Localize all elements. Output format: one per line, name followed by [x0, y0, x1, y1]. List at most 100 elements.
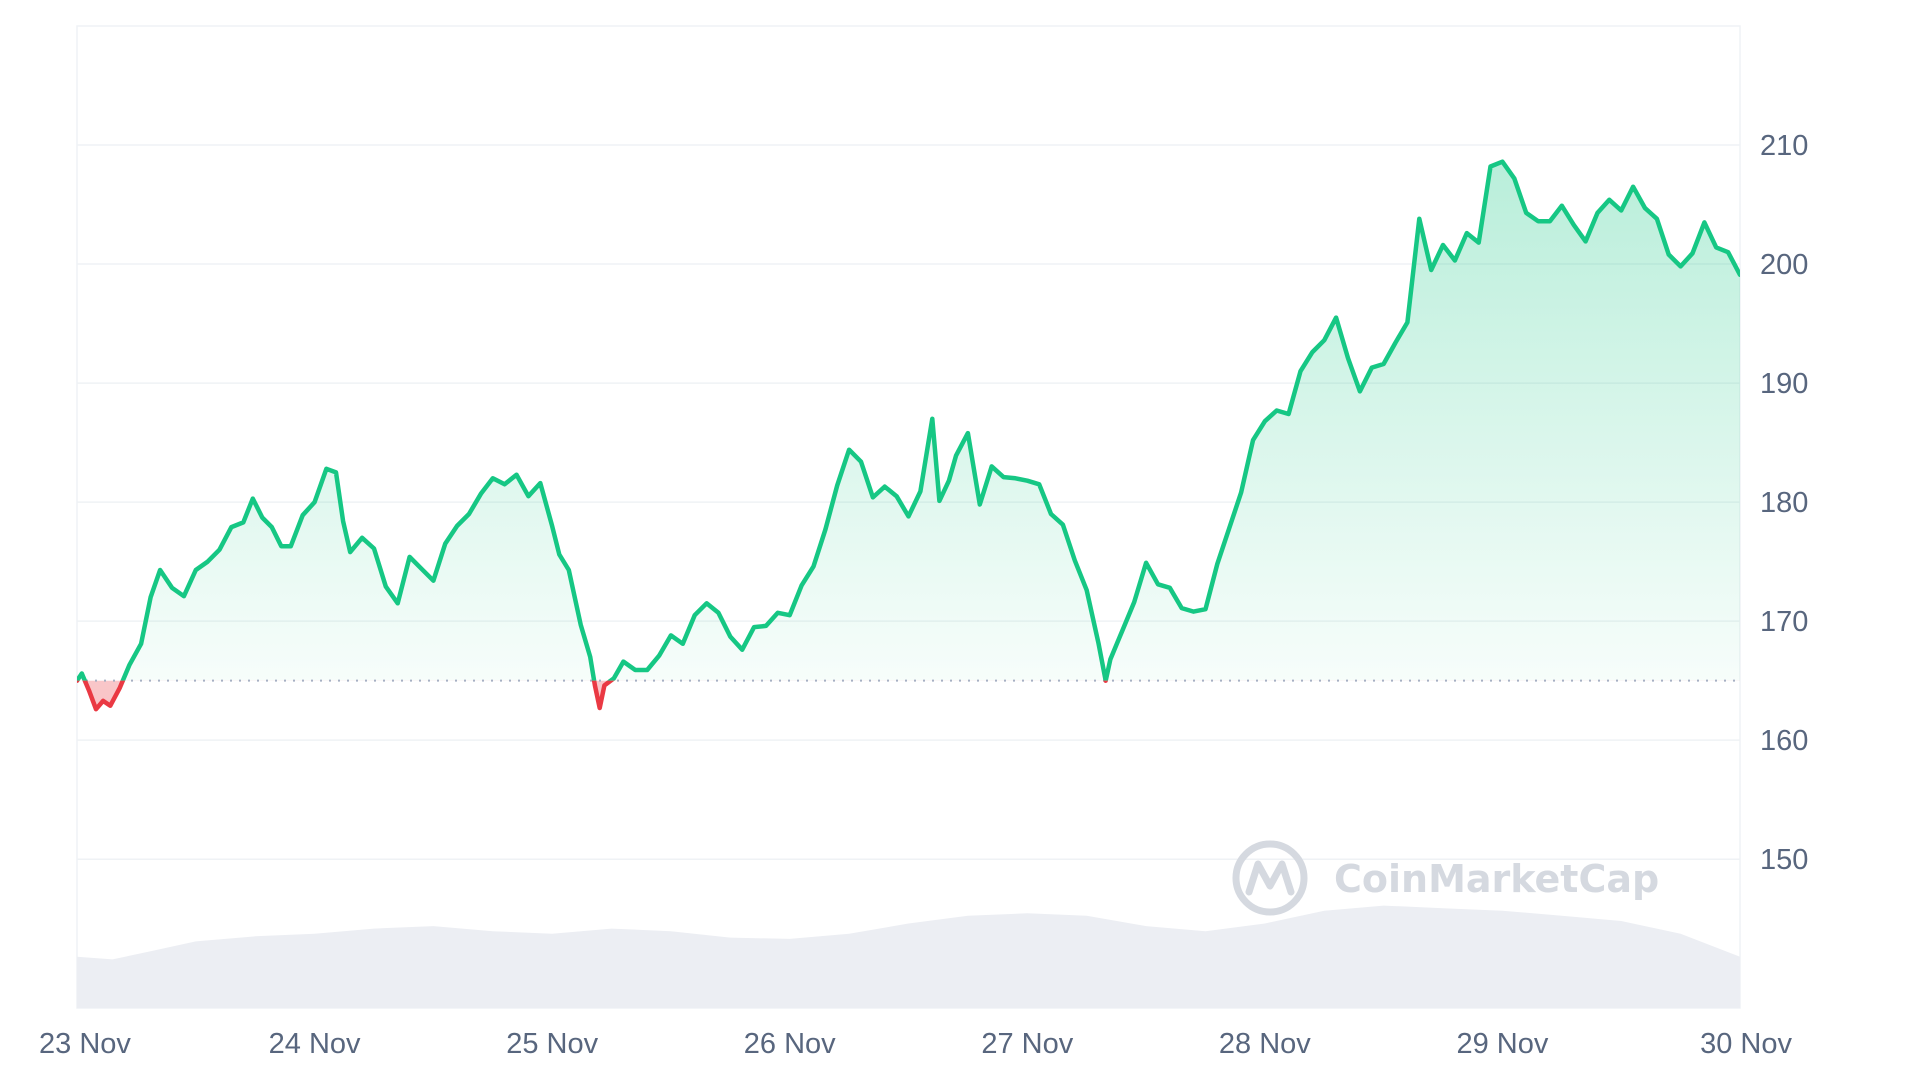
price-point[interactable]: [1012, 475, 1018, 481]
price-point[interactable]: [1048, 511, 1054, 517]
price-point[interactable]: [1381, 361, 1387, 367]
price-point[interactable]: [597, 705, 603, 711]
price-point[interactable]: [278, 543, 284, 549]
price-point[interactable]: [763, 623, 769, 629]
price-point[interactable]: [1096, 641, 1102, 647]
price-point[interactable]: [946, 478, 952, 484]
price-point[interactable]: [906, 513, 912, 519]
price-point[interactable]: [537, 480, 543, 486]
price-point[interactable]: [858, 459, 864, 465]
price-point[interactable]: [1345, 355, 1351, 361]
price-point[interactable]: [407, 554, 413, 560]
price-point[interactable]: [93, 706, 99, 712]
price-point[interactable]: [1559, 203, 1565, 209]
price-point[interactable]: [989, 463, 995, 469]
price-point[interactable]: [977, 502, 983, 508]
price-point[interactable]: [1179, 605, 1185, 611]
price-point[interactable]: [1286, 411, 1292, 417]
price-point[interactable]: [1701, 219, 1707, 225]
price-point[interactable]: [1464, 230, 1470, 236]
price-point[interactable]: [1404, 319, 1410, 325]
price-point[interactable]: [419, 566, 425, 572]
price-point[interactable]: [86, 687, 92, 693]
price-point[interactable]: [288, 543, 294, 549]
price-point[interactable]: [466, 511, 472, 517]
price-point[interactable]: [359, 535, 365, 541]
price-point[interactable]: [371, 546, 377, 552]
price-point[interactable]: [1262, 418, 1268, 424]
price-point[interactable]: [1084, 587, 1090, 593]
price-point[interactable]: [1250, 437, 1256, 443]
price-point[interactable]: [181, 593, 187, 599]
price-point[interactable]: [1131, 599, 1137, 605]
price-point[interactable]: [611, 675, 617, 681]
price-point[interactable]: [442, 541, 448, 547]
price-point[interactable]: [157, 567, 163, 573]
price-point[interactable]: [1476, 240, 1482, 246]
price-point[interactable]: [148, 594, 154, 600]
price-point[interactable]: [1167, 585, 1173, 591]
price-point[interactable]: [1416, 216, 1422, 222]
price-point[interactable]: [727, 634, 733, 640]
price-point[interactable]: [846, 447, 852, 453]
price-point[interactable]: [300, 512, 306, 518]
price-point[interactable]: [751, 624, 757, 630]
price-point[interactable]: [799, 582, 805, 588]
price-point[interactable]: [1535, 218, 1541, 224]
price-point[interactable]: [1072, 557, 1078, 563]
price-point[interactable]: [644, 667, 650, 673]
price-point[interactable]: [715, 610, 721, 616]
price-point[interactable]: [169, 585, 175, 591]
price-point[interactable]: [117, 685, 123, 691]
price-point[interactable]: [1440, 242, 1446, 248]
price-point[interactable]: [250, 496, 256, 502]
price-point[interactable]: [525, 493, 531, 499]
price-point[interactable]: [1666, 252, 1672, 258]
price-point[interactable]: [1226, 525, 1232, 531]
price-point[interactable]: [668, 632, 674, 638]
price-point[interactable]: [1654, 216, 1660, 222]
price-point[interactable]: [775, 610, 781, 616]
price-point[interactable]: [936, 498, 942, 504]
price-point[interactable]: [312, 499, 318, 505]
price-point[interactable]: [1143, 560, 1149, 566]
price-point[interactable]: [1428, 267, 1434, 273]
price-point[interactable]: [1511, 175, 1517, 181]
price-point[interactable]: [1103, 678, 1109, 684]
price-point[interactable]: [1333, 315, 1339, 321]
price-point[interactable]: [953, 453, 959, 459]
price-point[interactable]: [395, 600, 401, 606]
price-point[interactable]: [333, 469, 339, 475]
price-point[interactable]: [514, 472, 520, 478]
price-point[interactable]: [347, 549, 353, 555]
price-point[interactable]: [1690, 250, 1696, 256]
price-point[interactable]: [929, 416, 935, 422]
price-point[interactable]: [1119, 628, 1125, 634]
price-point[interactable]: [74, 678, 80, 684]
price-point[interactable]: [620, 659, 626, 665]
price-point[interactable]: [1191, 609, 1197, 615]
price-point[interactable]: [1274, 408, 1280, 414]
price-point[interactable]: [965, 430, 971, 436]
price-point[interactable]: [138, 641, 144, 647]
price-point[interactable]: [680, 641, 686, 647]
price-point[interactable]: [240, 519, 246, 525]
price-point[interactable]: [1214, 561, 1220, 567]
price-point[interactable]: [549, 523, 555, 529]
price-point[interactable]: [811, 563, 817, 569]
price-point[interactable]: [592, 682, 598, 688]
price-point[interactable]: [502, 481, 508, 487]
price-point[interactable]: [1618, 208, 1624, 214]
price-point[interactable]: [834, 483, 840, 489]
price-point[interactable]: [1488, 164, 1494, 170]
price-point[interactable]: [1606, 197, 1612, 203]
price-point[interactable]: [1321, 337, 1327, 343]
price-point[interactable]: [1309, 349, 1315, 355]
price-point[interactable]: [217, 547, 223, 553]
price-point[interactable]: [578, 622, 584, 628]
price-point[interactable]: [566, 567, 572, 573]
price-point[interactable]: [1547, 218, 1553, 224]
price-point[interactable]: [1713, 244, 1719, 250]
price-point[interactable]: [1737, 272, 1743, 278]
